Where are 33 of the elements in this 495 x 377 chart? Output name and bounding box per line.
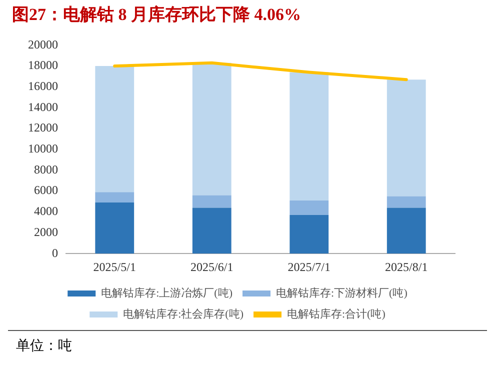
x-tick-label: 2025/8/1	[385, 260, 428, 274]
text: 单位：吨	[15, 338, 73, 355]
y-tick-label: 10000	[28, 142, 58, 156]
bar	[386, 208, 426, 254]
x-tick-label: 2025/6/1	[190, 260, 234, 274]
chart-title: 图27：电解钴 8 月库存环比下降 4.06%	[11, 4, 302, 26]
y-tick-label: 16000	[28, 79, 58, 94]
y-tick-label: 2000	[34, 224, 58, 239]
bar	[386, 196, 426, 208]
x-tick-label: 2025/7/1	[288, 260, 330, 274]
x-tick-label: 2025/5/1	[93, 260, 136, 274]
bar	[192, 195, 232, 208]
bar	[386, 80, 426, 196]
y-tick-label: 8000	[34, 162, 58, 176]
y-tick-label: 20000	[28, 37, 58, 52]
legend-label: 电解钴库存:上游冶炼厂(吨)	[101, 286, 233, 300]
y-tick-label: 6000	[34, 183, 58, 198]
bar	[290, 72, 329, 200]
bar	[290, 215, 329, 254]
y-tick-label: 12000	[28, 120, 58, 135]
bar	[192, 208, 232, 254]
legend-label: 电解钴库存:下游材料厂(吨)	[276, 286, 408, 300]
legend-label: 电解钴库存:合计(吨)	[287, 307, 386, 320]
y-tick-label: 18000	[28, 58, 58, 72]
bar	[290, 200, 329, 216]
legend-label: 电解钴库存:社会库存(吨)	[123, 307, 244, 320]
bar	[95, 66, 134, 192]
bar	[95, 192, 134, 203]
y-tick-label: 4000	[34, 204, 58, 218]
y-tick-label: 14000	[28, 100, 58, 114]
bar	[95, 202, 134, 254]
bar	[192, 62, 232, 196]
y-tick-label: 0	[52, 246, 58, 260]
